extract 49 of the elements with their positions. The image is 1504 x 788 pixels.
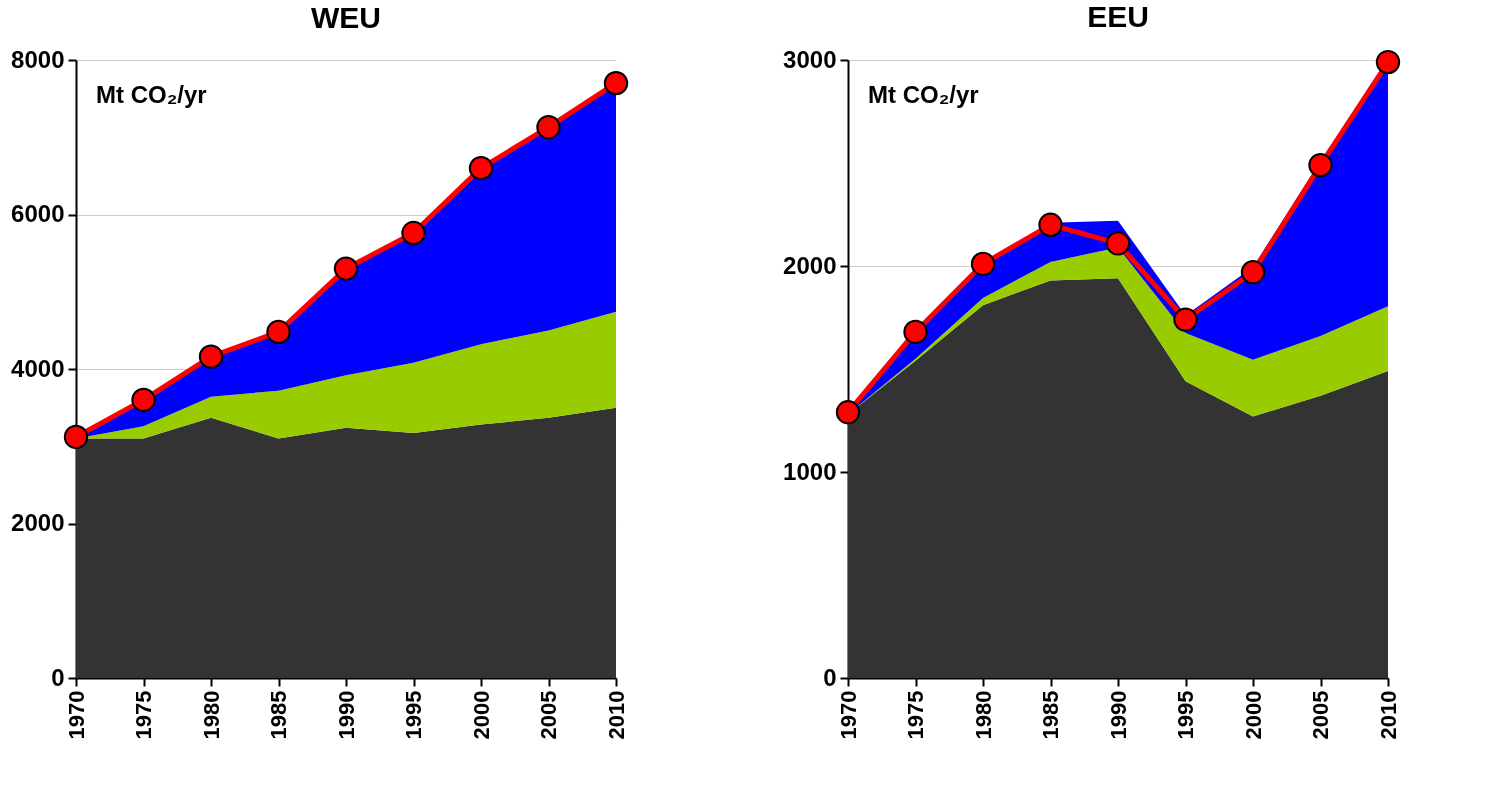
annotation: Mt CO₂/yr xyxy=(96,81,207,108)
point xyxy=(131,387,156,413)
x-tick-label: 1995 xyxy=(401,690,426,740)
x-tick-label: 1975 xyxy=(131,690,156,740)
point xyxy=(1308,152,1333,178)
chart-title: WEU xyxy=(311,1,381,34)
point xyxy=(198,344,224,369)
point xyxy=(63,424,89,450)
x-tick-label: 2000 xyxy=(468,690,494,740)
x-tick-label: 1985 xyxy=(1038,690,1063,740)
point xyxy=(970,251,996,277)
x-tick-label: 2010 xyxy=(603,690,629,740)
annotation: Mt CO₂/yr xyxy=(868,81,979,108)
point xyxy=(266,319,291,345)
x-tick-label: 2000 xyxy=(1240,690,1266,740)
x-tick-label: 1985 xyxy=(266,690,291,740)
point xyxy=(1240,260,1266,285)
x-tick-label: 2005 xyxy=(536,690,561,740)
point xyxy=(1038,212,1063,237)
y-tick-label: 6000 xyxy=(11,200,65,227)
y-tick-label: 1000 xyxy=(783,457,837,485)
point xyxy=(468,155,494,181)
chart-title: EEU xyxy=(1087,0,1149,33)
y-tick-label: 2000 xyxy=(11,509,65,536)
point xyxy=(536,115,561,140)
point xyxy=(603,71,629,96)
x-tick-label: 1970 xyxy=(63,690,89,740)
x-tick-label: 1990 xyxy=(1105,690,1131,740)
point xyxy=(1375,49,1401,75)
point xyxy=(835,400,861,425)
y-tick-label: 3000 xyxy=(783,45,837,73)
y-tick-label: 0 xyxy=(823,663,837,691)
point xyxy=(1105,231,1131,256)
point xyxy=(1173,307,1198,332)
point xyxy=(903,319,928,345)
y-tick-label: 0 xyxy=(51,663,65,691)
x-tick-label: 2010 xyxy=(1375,690,1401,740)
x-tick-label: 1995 xyxy=(1173,690,1198,740)
point xyxy=(401,220,426,246)
x-tick-label: 1970 xyxy=(835,690,861,740)
x-tick-label: 2005 xyxy=(1308,690,1333,740)
x-tick-label: 1980 xyxy=(970,690,996,740)
y-tick-label: 2000 xyxy=(783,251,837,279)
y-tick-label: 8000 xyxy=(11,45,65,73)
x-tick-label: 1990 xyxy=(333,690,359,740)
x-tick-label: 1975 xyxy=(903,690,928,740)
y-tick-label: 4000 xyxy=(11,354,65,382)
x-tick-label: 1980 xyxy=(198,690,224,740)
point xyxy=(333,256,359,281)
